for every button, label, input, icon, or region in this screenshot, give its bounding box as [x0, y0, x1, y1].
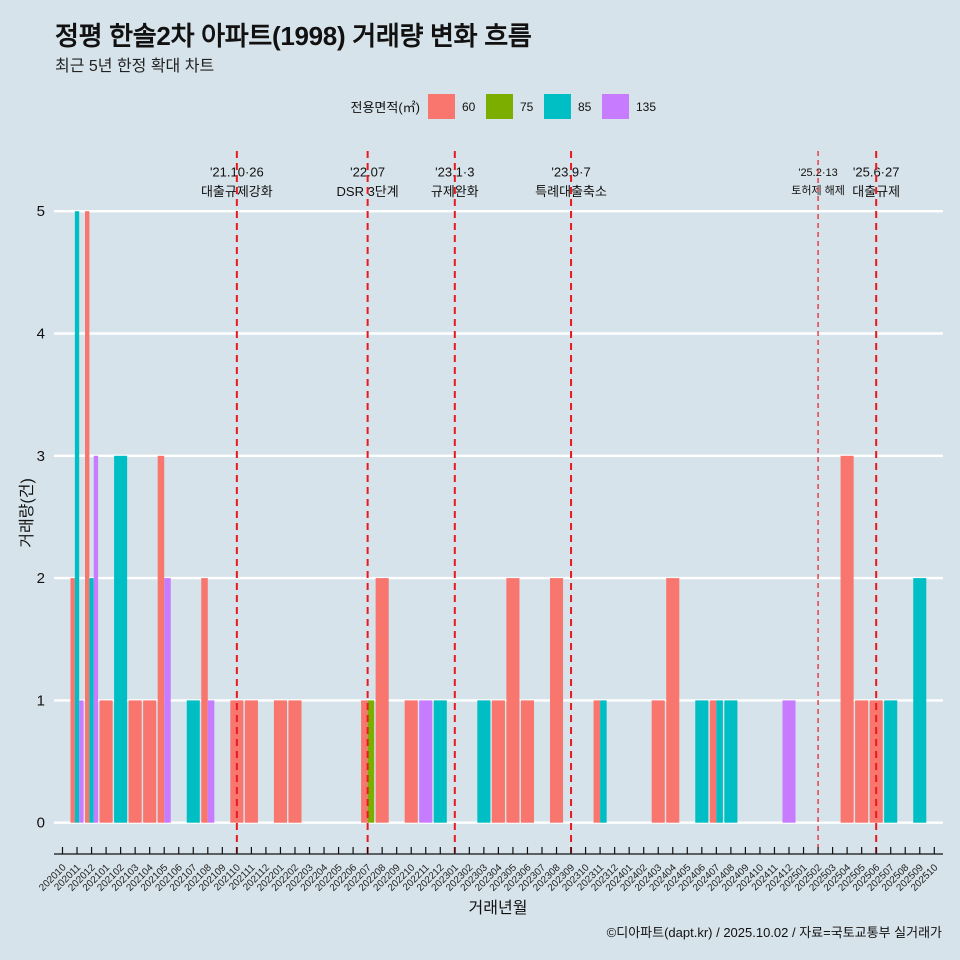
legend-label: 60: [462, 99, 476, 114]
chart-subtitle: 최근 5년 한정 확대 차트: [55, 58, 215, 75]
reference-date-label: '25.6·27: [853, 165, 900, 180]
bar-60-202306: [520, 700, 534, 823]
legend-label: 75: [520, 99, 534, 114]
reference-lines: [235, 151, 878, 853]
y-axis-tick-labels: 0 1 2 3 4 5: [37, 203, 45, 832]
bar-75-202207: [367, 700, 375, 823]
y-axis-title: 거래량(건): [18, 478, 36, 548]
y-tick-label: 0: [37, 815, 45, 832]
bar-85-202102: [114, 455, 128, 823]
bar-135-202011: [79, 700, 84, 823]
bar-60-202101: [99, 700, 113, 823]
legend-item-75: 75: [486, 94, 544, 119]
source-caption: ©디아파트(dapt.kr) / 2025.10.02 / 자료=국토교통부 실…: [606, 925, 942, 940]
legend-label: 85: [578, 99, 592, 114]
bar-85-202507: [884, 700, 898, 823]
bar-60-202506: [869, 700, 883, 823]
legend-label: 135: [636, 99, 657, 114]
bar-60-202208: [375, 578, 389, 823]
bar-60-202311: [593, 700, 601, 823]
legend-item-85: 85: [544, 94, 602, 119]
legend-swatch: [602, 94, 629, 119]
legend-item-60: 60: [428, 94, 486, 119]
bar-60-202505: [855, 700, 869, 823]
bar-85-202012: [89, 578, 94, 823]
x-axis: 2020102020112020122021012021022021032021…: [37, 847, 943, 894]
bar-85-202107: [186, 700, 200, 823]
bar-60-202103: [128, 700, 142, 823]
bar-60-202207: [361, 700, 368, 823]
bar-85-202011: [74, 211, 80, 823]
bar-85-202311: [600, 700, 607, 823]
legend-title: 전용면적(㎡): [350, 100, 421, 115]
bars: [70, 211, 927, 823]
y-tick-label: 4: [37, 326, 45, 343]
bar-60-202111: [244, 700, 258, 823]
y-tick-label: 3: [37, 448, 45, 465]
reference-date-label: '22.07: [350, 165, 385, 180]
bar-60-202201: [273, 700, 287, 823]
reference-date-label: '23.9·7: [551, 165, 590, 180]
bar-60-202403: [651, 700, 665, 823]
x-axis-title: 거래년월: [469, 899, 528, 917]
bar-85-202509: [913, 578, 927, 823]
bar-85-202407: [716, 700, 723, 823]
bar-85-202408: [724, 700, 738, 823]
bar-135-202105: [164, 578, 171, 823]
bar-60-202304: [491, 700, 505, 823]
chart-title: 정평 한솔2차 아파트(1998) 거래량 변화 흐름: [55, 21, 532, 51]
bar-60-202404: [666, 578, 680, 823]
bar-60-202305: [506, 578, 520, 823]
reference-date-label: '21.10·26: [210, 165, 264, 180]
y-tick-label: 5: [37, 203, 45, 220]
bar-85-202303: [477, 700, 491, 823]
legend-swatch: [486, 94, 513, 119]
bar-60-202110: [230, 700, 244, 823]
bar-60-202012: [85, 211, 90, 823]
y-tick-label: 2: [37, 570, 45, 587]
bar-85-202212: [433, 700, 447, 823]
bar-135-202012: [93, 455, 99, 823]
bar-60-202202: [288, 700, 302, 823]
reference-date-label: '23.1·3: [435, 165, 474, 180]
bar-60-202108: [201, 578, 208, 823]
legend: 전용면적(㎡) 60 75 85 135: [338, 94, 660, 119]
y-tick-label: 1: [37, 692, 45, 709]
bar-135-202211: [419, 700, 433, 823]
legend-swatch: [428, 94, 455, 119]
bar-60-202308: [549, 578, 564, 823]
bar-60-202504: [840, 455, 854, 823]
bar-60-202011: [70, 578, 75, 823]
bar-60-202210: [404, 700, 418, 823]
bar-60-202104: [143, 700, 157, 823]
bar-60-202105: [157, 455, 165, 823]
legend-swatch: [544, 94, 571, 119]
bar-60-202407: [709, 700, 717, 823]
bar-85-202406: [695, 700, 709, 823]
legend-item-135: 135: [602, 94, 660, 119]
bar-135-202108: [207, 700, 215, 823]
bar-135-202412: [782, 700, 796, 823]
